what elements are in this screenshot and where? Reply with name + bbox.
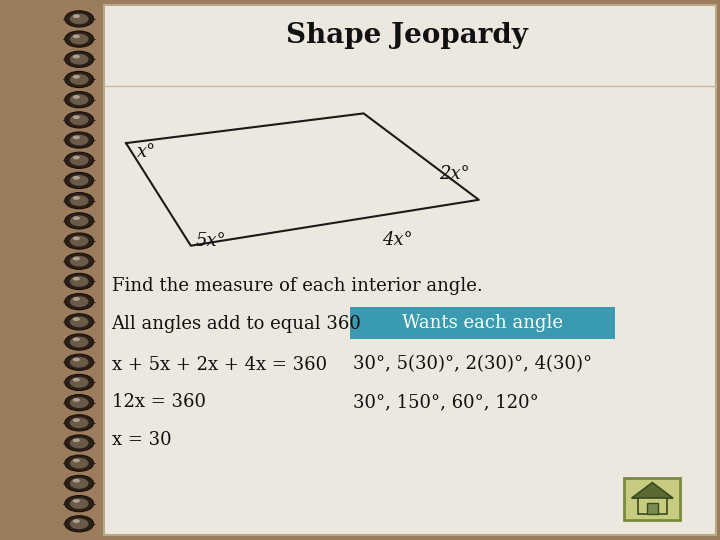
Ellipse shape (70, 518, 89, 529)
Ellipse shape (65, 395, 94, 411)
Ellipse shape (73, 357, 80, 361)
FancyBboxPatch shape (104, 5, 716, 535)
Ellipse shape (73, 55, 80, 58)
Ellipse shape (65, 273, 94, 289)
FancyBboxPatch shape (0, 5, 112, 535)
Ellipse shape (73, 479, 80, 483)
Ellipse shape (65, 455, 94, 471)
Ellipse shape (70, 437, 89, 448)
Ellipse shape (65, 435, 94, 451)
Ellipse shape (73, 438, 80, 442)
Text: 2x°: 2x° (439, 165, 470, 183)
Text: All angles add to equal 360: All angles add to equal 360 (112, 315, 361, 333)
Ellipse shape (73, 35, 80, 38)
Ellipse shape (70, 175, 89, 186)
Ellipse shape (73, 116, 80, 119)
FancyBboxPatch shape (350, 307, 615, 339)
Ellipse shape (73, 277, 80, 281)
Text: 4x°: 4x° (382, 231, 413, 249)
Ellipse shape (73, 217, 80, 220)
Ellipse shape (65, 233, 94, 249)
Ellipse shape (65, 152, 94, 168)
Ellipse shape (70, 195, 89, 206)
Ellipse shape (73, 458, 80, 462)
Text: 30°, 5(30)°, 2(30)°, 4(30)°: 30°, 5(30)°, 2(30)°, 4(30)° (353, 355, 592, 374)
Ellipse shape (65, 253, 94, 269)
Ellipse shape (70, 114, 89, 125)
Ellipse shape (70, 417, 89, 428)
Ellipse shape (65, 354, 94, 370)
Ellipse shape (65, 334, 94, 350)
Ellipse shape (65, 294, 94, 310)
Ellipse shape (73, 196, 80, 200)
Ellipse shape (73, 256, 80, 260)
Ellipse shape (70, 134, 89, 145)
Ellipse shape (73, 136, 80, 139)
Ellipse shape (65, 11, 94, 27)
Ellipse shape (70, 276, 89, 287)
Ellipse shape (65, 51, 94, 68)
Ellipse shape (70, 498, 89, 509)
Ellipse shape (65, 374, 94, 390)
Ellipse shape (65, 193, 94, 209)
Ellipse shape (65, 31, 94, 47)
Ellipse shape (65, 496, 94, 512)
Ellipse shape (65, 213, 94, 229)
Ellipse shape (70, 74, 89, 85)
Ellipse shape (70, 397, 89, 408)
Ellipse shape (73, 317, 80, 321)
Ellipse shape (73, 418, 80, 422)
Ellipse shape (70, 357, 89, 368)
Text: Shape Jeopardy: Shape Jeopardy (286, 22, 528, 49)
Text: x + 5x + 2x + 4x = 360: x + 5x + 2x + 4x = 360 (112, 355, 327, 374)
Ellipse shape (65, 132, 94, 148)
Text: x = 30: x = 30 (112, 431, 171, 449)
Ellipse shape (70, 478, 89, 489)
Ellipse shape (65, 92, 94, 108)
Ellipse shape (70, 94, 89, 105)
Ellipse shape (73, 95, 80, 99)
Polygon shape (638, 498, 667, 514)
Ellipse shape (65, 71, 94, 87)
Polygon shape (647, 503, 657, 514)
Ellipse shape (73, 156, 80, 159)
FancyBboxPatch shape (624, 478, 680, 520)
Ellipse shape (70, 54, 89, 65)
Ellipse shape (73, 176, 80, 180)
Ellipse shape (73, 338, 80, 341)
Ellipse shape (73, 519, 80, 523)
Ellipse shape (65, 516, 94, 532)
Text: Find the measure of each interior angle.: Find the measure of each interior angle. (112, 277, 482, 295)
Text: 12x = 360: 12x = 360 (112, 393, 206, 411)
Ellipse shape (70, 215, 89, 226)
Ellipse shape (70, 155, 89, 166)
Ellipse shape (73, 398, 80, 402)
Ellipse shape (73, 297, 80, 301)
Ellipse shape (70, 256, 89, 267)
Polygon shape (631, 483, 673, 498)
Ellipse shape (70, 336, 89, 347)
Text: x°: x° (137, 143, 156, 161)
Ellipse shape (70, 377, 89, 388)
Ellipse shape (73, 15, 80, 18)
Ellipse shape (70, 235, 89, 246)
Ellipse shape (65, 475, 94, 491)
Ellipse shape (73, 75, 80, 79)
Text: Wants each angle: Wants each angle (402, 314, 563, 332)
Text: 30°, 150°, 60°, 120°: 30°, 150°, 60°, 120° (353, 393, 539, 411)
Ellipse shape (65, 314, 94, 330)
Ellipse shape (65, 415, 94, 431)
Ellipse shape (70, 296, 89, 307)
Ellipse shape (73, 378, 80, 382)
Ellipse shape (70, 14, 89, 24)
Ellipse shape (65, 112, 94, 128)
Ellipse shape (70, 33, 89, 44)
Ellipse shape (73, 499, 80, 503)
Ellipse shape (70, 316, 89, 327)
Ellipse shape (73, 237, 80, 240)
Ellipse shape (70, 458, 89, 469)
Ellipse shape (65, 172, 94, 188)
Text: 5x°: 5x° (196, 232, 227, 251)
